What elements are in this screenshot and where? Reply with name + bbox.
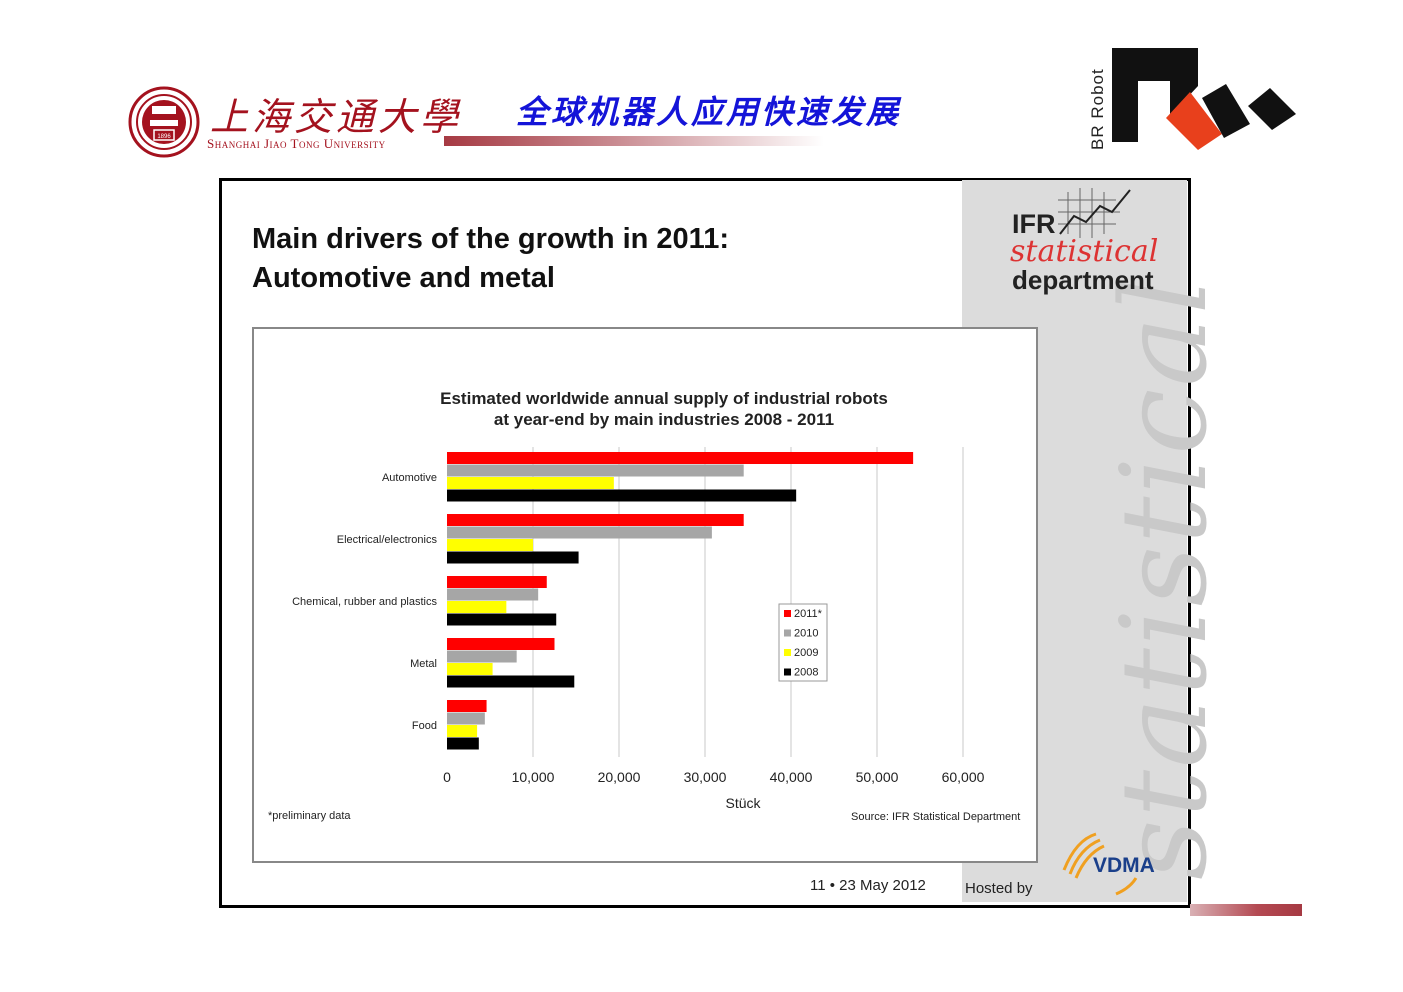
legend-label: 2008: [794, 667, 818, 679]
legend-swatch: [784, 649, 791, 656]
bar: [447, 638, 555, 650]
bar-chart: 0 10,000 20,000 30,000 40,000 50,000 60,000 Stü…: [292, 447, 985, 811]
bar: [447, 601, 507, 613]
chart-title-line1: Estimated worldwide annual supply of ind…: [440, 389, 888, 408]
bar: [447, 539, 533, 551]
department-logo-text: department: [1012, 265, 1154, 295]
ifr-grid-chart-icon: [1058, 188, 1131, 238]
slide-heading: Main drivers of the growth in 2011: Auto…: [252, 220, 729, 298]
bar: [447, 526, 712, 539]
x-tick-label: 20,000: [598, 769, 641, 785]
chart-title: Estimated worldwide annual supply of ind…: [404, 388, 924, 430]
bar: [447, 514, 744, 526]
slide-heading-line1: Main drivers of the growth in 2011:: [252, 223, 729, 255]
header-bar: [444, 136, 824, 146]
legend-swatch: [784, 629, 791, 637]
bar: [447, 613, 557, 626]
legend-swatch: [784, 610, 791, 617]
watermark-text: statistical: [1095, 274, 1233, 880]
statistical-logo-text: statistical: [1010, 234, 1159, 269]
bar: [447, 700, 487, 712]
bar: [447, 588, 539, 601]
slide-heading-line2: Automotive and metal: [252, 262, 555, 294]
bar: [447, 675, 575, 688]
legend-label: 2010: [794, 628, 818, 640]
category-label: Metal: [410, 658, 437, 670]
x-axis-label: Stück: [725, 795, 761, 811]
category-label: Chemical, rubber and plastics: [292, 596, 437, 608]
bottom-bar: [1190, 904, 1302, 916]
footer-page-date: 11 • 23 May 2012: [810, 877, 926, 894]
bar: [447, 551, 579, 564]
chart-title-line2: at year-end by main industries 2008 - 20…: [493, 410, 835, 429]
x-tick-label: 0: [443, 769, 451, 785]
category-label: Food: [412, 720, 437, 732]
x-tick-label: 10,000: [512, 769, 555, 785]
seal-year: 1896: [157, 134, 171, 140]
chart-note: *preliminary data: [268, 810, 351, 822]
x-tick-label: 60,000: [942, 769, 985, 785]
bar: [447, 725, 478, 737]
vdma-logo-text: VDMA: [1093, 854, 1155, 877]
legend-swatch: [784, 668, 791, 676]
chart-source: Source: IFR Statistical Department: [851, 811, 1021, 823]
x-tick-label: 30,000: [684, 769, 727, 785]
bar: [447, 737, 479, 750]
bar: [447, 712, 485, 725]
x-tick-label: 50,000: [856, 769, 899, 785]
bar: [447, 452, 914, 464]
university-seal-icon: 1896: [128, 86, 200, 158]
chart-container: [252, 327, 1038, 863]
legend-label: 2011*: [794, 608, 823, 620]
vdma-swoosh-icon: [1062, 832, 1138, 896]
bar: [447, 576, 547, 588]
footer-hosted-by: Hosted by: [965, 880, 1033, 897]
bar: [447, 477, 614, 489]
category-label: Automotive: [382, 472, 437, 484]
page-title: 全球机器人应用快速发展: [516, 93, 902, 131]
university-name-en: Shanghai Jiao Tong University: [207, 136, 386, 151]
bar: [447, 663, 493, 675]
category-label: Electrical/electronics: [337, 534, 438, 546]
bar: [447, 650, 517, 663]
x-tick-label: 40,000: [770, 769, 813, 785]
brand-logo-icon: [1112, 48, 1296, 150]
university-name-cn: 上海交通大學: [210, 95, 463, 139]
legend-label: 2009: [794, 647, 818, 659]
bar: [447, 489, 797, 502]
brand-vertical-text: BR Robot: [1088, 68, 1107, 150]
bar: [447, 464, 744, 477]
ifr-logo-text: IFR: [1012, 209, 1056, 239]
